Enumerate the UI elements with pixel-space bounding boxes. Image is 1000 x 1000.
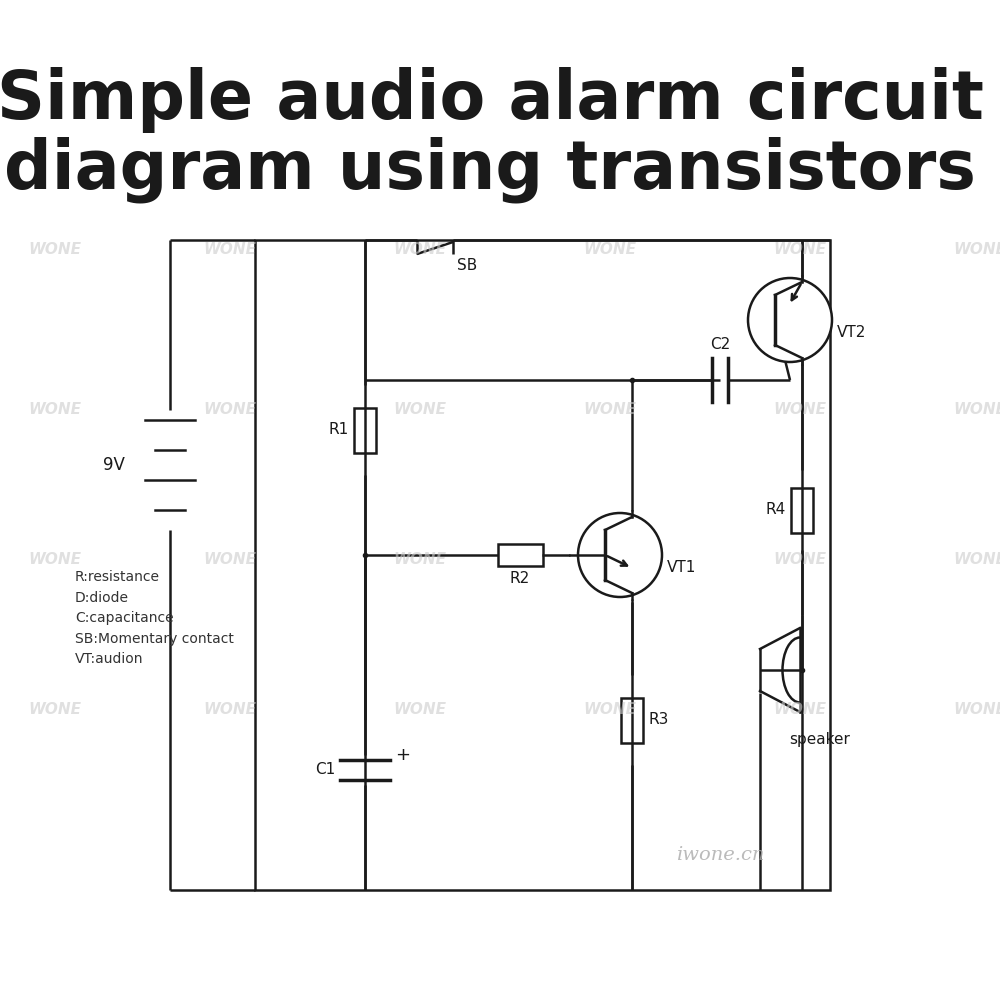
Text: WONE: WONE: [28, 552, 82, 568]
Text: WONE: WONE: [954, 702, 1000, 718]
Text: WONE: WONE: [584, 552, 637, 568]
Text: Simple audio alarm circuit: Simple audio alarm circuit: [0, 67, 983, 133]
Text: VT1: VT1: [667, 560, 696, 575]
Bar: [791, 488, 813, 532]
Text: C2: C2: [710, 337, 730, 352]
Text: WONE: WONE: [584, 402, 637, 418]
Text: WONE: WONE: [584, 702, 637, 718]
Text: WONE: WONE: [204, 242, 256, 257]
Text: R2: R2: [510, 571, 530, 586]
Text: WONE: WONE: [28, 702, 82, 718]
Text: R1: R1: [329, 422, 349, 438]
Circle shape: [748, 278, 832, 362]
Circle shape: [578, 513, 662, 597]
Text: R4: R4: [766, 502, 786, 518]
Bar: [621, 698, 643, 742]
Text: +: +: [395, 746, 410, 764]
Text: WONE: WONE: [394, 402, 446, 418]
Text: WONE: WONE: [774, 552, 826, 568]
Text: WONE: WONE: [774, 242, 826, 257]
Text: R3: R3: [648, 712, 668, 728]
Text: WONE: WONE: [394, 552, 446, 568]
Text: WONE: WONE: [954, 242, 1000, 257]
Text: iwone.cn: iwone.cn: [676, 846, 764, 864]
Text: WONE: WONE: [954, 402, 1000, 418]
Text: SB: SB: [457, 258, 477, 273]
Bar: [255, 240, 830, 890]
Text: speaker: speaker: [790, 732, 850, 747]
Text: WONE: WONE: [394, 702, 446, 718]
Text: WONE: WONE: [774, 702, 826, 718]
Bar: [498, 544, 542, 566]
Text: 9V: 9V: [103, 456, 125, 474]
Text: WONE: WONE: [204, 552, 256, 568]
Text: WONE: WONE: [28, 402, 82, 418]
Text: WONE: WONE: [204, 402, 256, 418]
Text: VT2: VT2: [837, 325, 866, 340]
Text: WONE: WONE: [774, 402, 826, 418]
Text: diagram using transistors: diagram using transistors: [4, 137, 976, 203]
Text: WONE: WONE: [394, 242, 446, 257]
Text: WONE: WONE: [584, 242, 637, 257]
Text: WONE: WONE: [204, 702, 256, 718]
Text: WONE: WONE: [954, 552, 1000, 568]
Text: C1: C1: [315, 762, 335, 778]
Text: R:resistance
D:diode
C:capacitance
SB:Momentary contact
VT:audion: R:resistance D:diode C:capacitance SB:Mo…: [75, 570, 234, 666]
Text: WONE: WONE: [28, 242, 82, 257]
Bar: [354, 408, 376, 452]
